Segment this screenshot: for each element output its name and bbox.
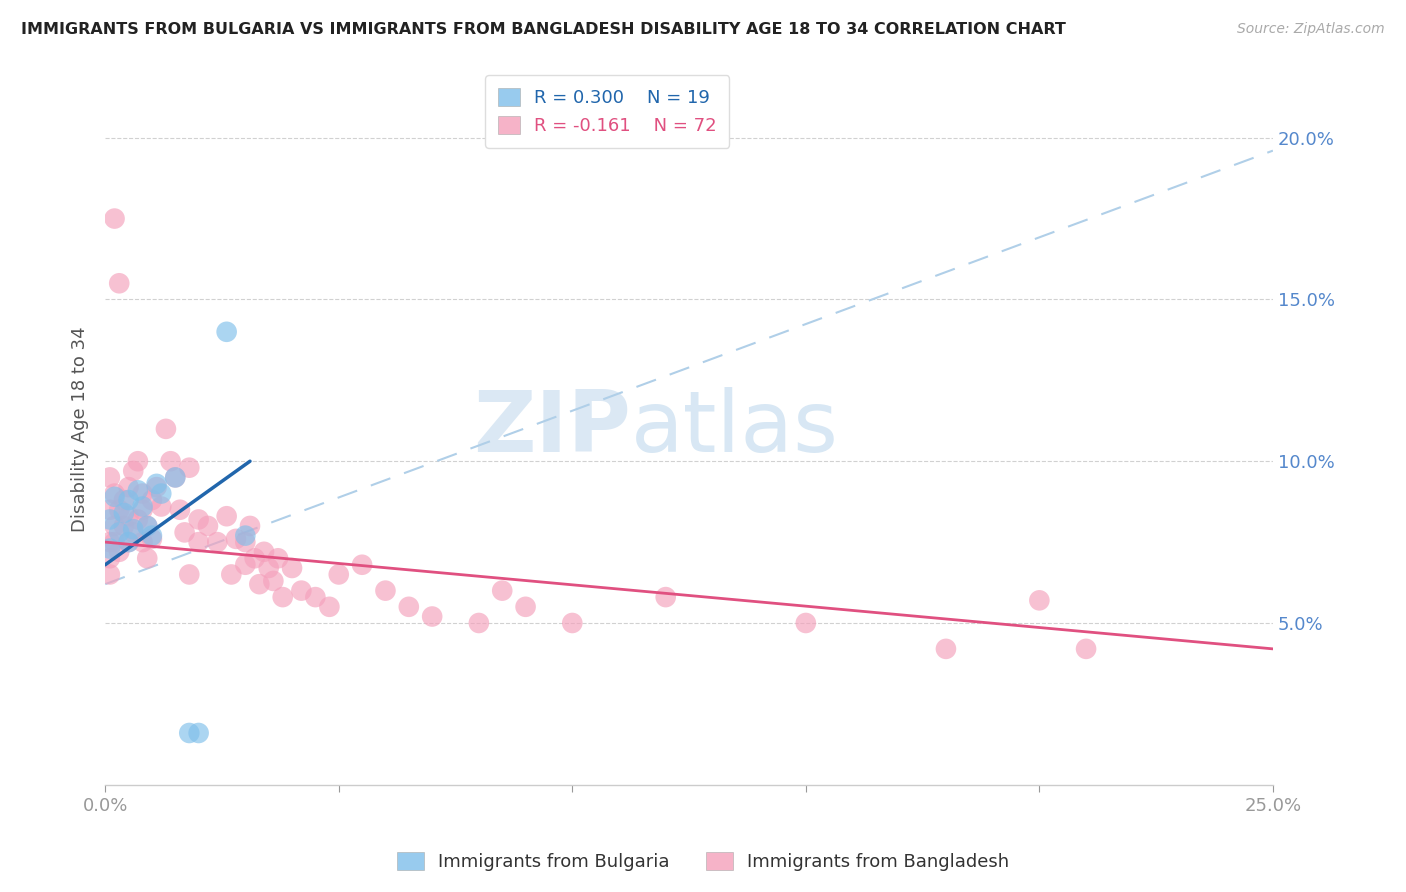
- Point: [187, 512, 209, 526]
- Point: [654, 590, 676, 604]
- Point: [103, 535, 125, 549]
- Point: [935, 641, 957, 656]
- Point: [112, 493, 135, 508]
- Point: [420, 609, 443, 624]
- Point: [108, 545, 131, 559]
- Point: [215, 325, 238, 339]
- Point: [103, 519, 125, 533]
- Point: [141, 532, 163, 546]
- Point: [103, 486, 125, 500]
- Point: [155, 422, 177, 436]
- Point: [1028, 593, 1050, 607]
- Point: [179, 460, 201, 475]
- Point: [103, 490, 125, 504]
- Point: [187, 535, 209, 549]
- Point: [290, 583, 312, 598]
- Point: [112, 506, 135, 520]
- Point: [131, 500, 153, 514]
- Point: [257, 561, 280, 575]
- Point: [131, 486, 153, 500]
- Point: [98, 567, 121, 582]
- Point: [281, 561, 304, 575]
- Point: [117, 535, 139, 549]
- Point: [127, 483, 149, 498]
- Point: [173, 525, 195, 540]
- Text: Source: ZipAtlas.com: Source: ZipAtlas.com: [1237, 22, 1385, 37]
- Point: [98, 551, 121, 566]
- Point: [165, 470, 187, 484]
- Point: [374, 583, 396, 598]
- Point: [352, 558, 374, 572]
- Point: [398, 599, 420, 614]
- Point: [328, 567, 350, 582]
- Point: [233, 528, 256, 542]
- Point: [127, 512, 149, 526]
- Point: [145, 476, 167, 491]
- Point: [117, 535, 139, 549]
- Point: [233, 558, 256, 572]
- Point: [179, 726, 201, 740]
- Point: [141, 493, 163, 508]
- Point: [1074, 641, 1097, 656]
- Point: [169, 502, 191, 516]
- Text: IMMIGRANTS FROM BULGARIA VS IMMIGRANTS FROM BANGLADESH DISABILITY AGE 18 TO 34 C: IMMIGRANTS FROM BULGARIA VS IMMIGRANTS F…: [21, 22, 1066, 37]
- Point: [117, 509, 139, 524]
- Point: [117, 480, 139, 494]
- Point: [136, 519, 159, 533]
- Point: [98, 470, 121, 484]
- Point: [98, 541, 121, 556]
- Point: [165, 470, 187, 484]
- Point: [197, 519, 219, 533]
- Point: [179, 567, 201, 582]
- Point: [131, 502, 153, 516]
- Point: [262, 574, 284, 588]
- Point: [187, 726, 209, 740]
- Point: [122, 464, 145, 478]
- Y-axis label: Disability Age 18 to 34: Disability Age 18 to 34: [72, 326, 89, 532]
- Point: [215, 509, 238, 524]
- Point: [221, 567, 243, 582]
- Point: [271, 590, 294, 604]
- Point: [318, 599, 340, 614]
- Point: [131, 535, 153, 549]
- Point: [108, 502, 131, 516]
- Point: [98, 512, 121, 526]
- Point: [253, 545, 276, 559]
- Point: [515, 599, 537, 614]
- Point: [233, 535, 256, 549]
- Point: [794, 615, 817, 630]
- Legend: R = 0.300    N = 19, R = -0.161    N = 72: R = 0.300 N = 19, R = -0.161 N = 72: [485, 75, 730, 148]
- Point: [117, 493, 139, 508]
- Legend: Immigrants from Bulgaria, Immigrants from Bangladesh: Immigrants from Bulgaria, Immigrants fro…: [389, 845, 1017, 879]
- Point: [468, 615, 491, 630]
- Point: [136, 519, 159, 533]
- Point: [150, 500, 173, 514]
- Text: ZIP: ZIP: [472, 387, 631, 470]
- Point: [145, 480, 167, 494]
- Point: [127, 454, 149, 468]
- Point: [150, 486, 173, 500]
- Point: [122, 522, 145, 536]
- Point: [247, 577, 270, 591]
- Point: [136, 551, 159, 566]
- Point: [103, 211, 125, 226]
- Point: [98, 502, 121, 516]
- Point: [243, 551, 266, 566]
- Point: [159, 454, 181, 468]
- Point: [304, 590, 326, 604]
- Point: [239, 519, 262, 533]
- Point: [491, 583, 513, 598]
- Point: [141, 528, 163, 542]
- Point: [267, 551, 290, 566]
- Point: [108, 277, 131, 291]
- Point: [98, 535, 121, 549]
- Text: atlas: atlas: [631, 387, 838, 470]
- Point: [112, 519, 135, 533]
- Point: [122, 525, 145, 540]
- Point: [207, 535, 229, 549]
- Point: [108, 525, 131, 540]
- Point: [561, 615, 583, 630]
- Point: [225, 532, 247, 546]
